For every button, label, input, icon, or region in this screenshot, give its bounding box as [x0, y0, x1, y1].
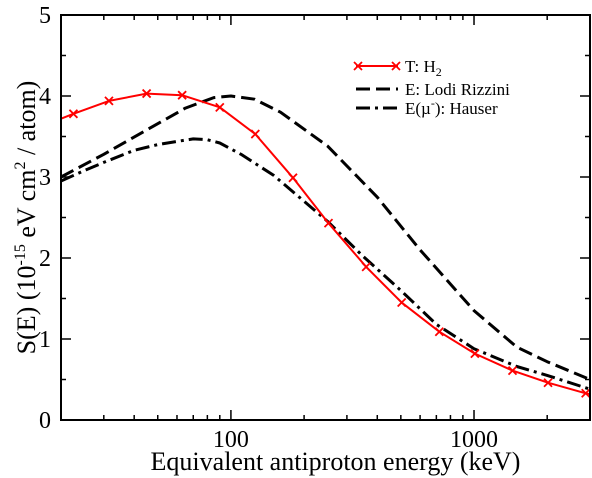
- data-point-theory-h2: [543, 378, 553, 388]
- data-point-theory-h2: [177, 90, 187, 100]
- y-axis-label-prefix: S(E) (10: [12, 266, 41, 355]
- y-axis-label-unit-exponent: 2: [12, 162, 29, 170]
- data-point-theory-h2: [507, 365, 518, 376]
- legend-label-lodi-rizzini: E: Lodi Rizzini: [405, 80, 510, 99]
- y-axis-label-exponent: -15: [12, 244, 29, 265]
- data-point-theory-h2: [323, 218, 334, 228]
- legend-label-hauser-superscript: -: [431, 96, 435, 110]
- y-axis-label-suffix: / atom): [12, 81, 41, 162]
- data-point-theory-h2: [250, 129, 260, 139]
- y-tick-label: 1: [39, 327, 51, 353]
- legend-label-hauser-main: E(µ: [405, 99, 431, 118]
- data-point-theory-h2: [68, 109, 79, 119]
- data-point-theory-h2: [104, 96, 114, 106]
- legend-label-theory-h2: T: H2: [405, 57, 442, 79]
- y-axis-label-unit: eV cm: [12, 170, 41, 245]
- legend-label-hauser: E(µ-): Hauser: [405, 96, 498, 118]
- legend-label-theory-h2-subscript: 2: [436, 65, 442, 79]
- x-axis-label: Equivalent antiproton energy (keV): [151, 447, 521, 476]
- data-point-theory-h2: [581, 388, 591, 398]
- data-point-theory-h2: [361, 262, 371, 272]
- y-axis-label: S(E) (10-15 eV cm2 / atom): [12, 81, 41, 355]
- y-tick-label: 0: [39, 408, 51, 434]
- series-layer: [61, 88, 591, 398]
- legend-label-theory-h2-main: T: H: [405, 57, 436, 76]
- legend-item-hauser: E(µ-): Hauser: [356, 96, 498, 118]
- y-tick-label: 2: [39, 246, 51, 272]
- x-tick-label: 100: [213, 427, 249, 453]
- x-tick-label: 1000: [450, 427, 498, 453]
- y-tick-label: 4: [39, 84, 51, 110]
- y-tick-label: 5: [39, 3, 51, 29]
- data-point-theory-h2: [288, 173, 298, 183]
- series-line-experiment-hauser: [61, 137, 590, 391]
- legend-marker-theory-h2: [353, 61, 401, 71]
- data-point-theory-h2: [215, 102, 225, 112]
- legend-item-lodi-rizzini: E: Lodi Rizzini: [356, 80, 510, 99]
- data-point-theory-h2: [141, 88, 152, 99]
- y-tick-label: 3: [39, 165, 51, 191]
- data-point-theory-h2: [470, 348, 480, 359]
- series-line-experiment-lodi-rizzini: [61, 94, 590, 381]
- legend-label-hauser-tail: ): Hauser: [435, 99, 498, 118]
- legend-item-theory-h2: T: H2: [353, 57, 442, 79]
- data-point-theory-h2: [397, 297, 407, 308]
- legend: T: H2 E: Lodi Rizzini E(µ-): Hauser: [353, 57, 510, 118]
- data-point-theory-h2: [434, 327, 444, 337]
- axis-ticks: 0 1 2 3 4 5 100 1000: [39, 3, 591, 453]
